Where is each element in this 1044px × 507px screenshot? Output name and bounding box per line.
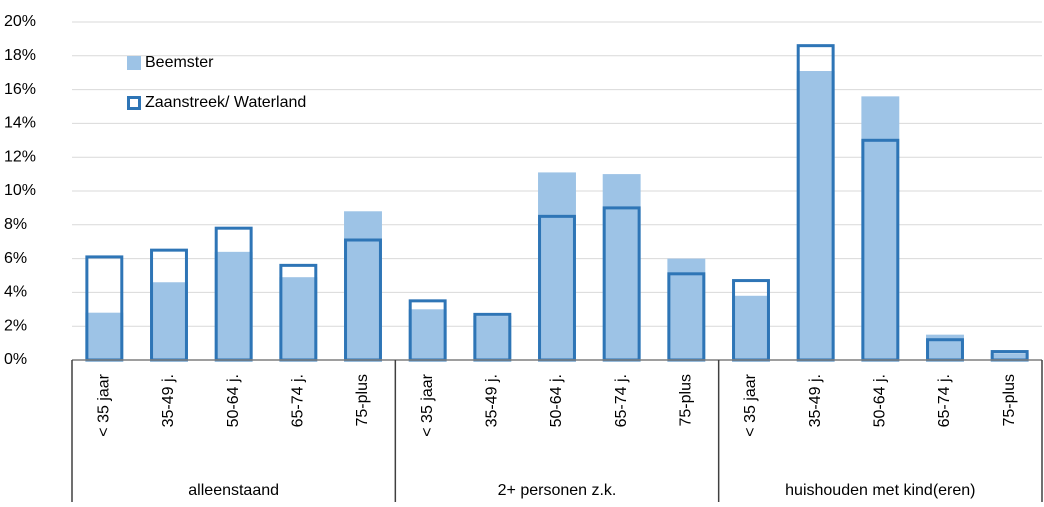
legend-label: Beemster	[145, 54, 214, 71]
group-label: 2+ personen z.k.	[498, 482, 617, 499]
x-tick-label: 65-74 j.	[290, 374, 307, 427]
bar	[732, 295, 770, 360]
legend-label: Zaanstreek/ Waterland	[145, 94, 306, 111]
legend-swatch	[127, 56, 141, 70]
x-tick-label: 65-74 j.	[936, 374, 953, 427]
x-tick-label: 75-plus	[678, 374, 695, 426]
bar	[861, 96, 900, 361]
x-tick-label: 75-plus	[354, 374, 371, 426]
group-label: alleenstaand	[188, 482, 279, 499]
x-tick-label: < 35 jaar	[96, 373, 113, 436]
y-tick-label: 4%	[4, 284, 27, 301]
bar	[667, 258, 706, 360]
x-tick-label: 65-74 j.	[613, 374, 630, 427]
legend-swatch	[127, 96, 141, 110]
y-tick-label: 18%	[4, 47, 36, 64]
bar	[344, 211, 382, 360]
bar	[796, 71, 835, 360]
y-tick-label: 14%	[4, 115, 36, 132]
x-tick-label: < 35 jaar	[742, 373, 759, 436]
y-tick-label: 20%	[4, 13, 36, 30]
x-tick-label: 50-64 j.	[872, 374, 889, 427]
x-tick-label: < 35 jaar	[419, 373, 436, 436]
y-tick-label: 12%	[4, 148, 36, 165]
bar	[150, 282, 188, 360]
bar	[85, 312, 124, 360]
bar	[990, 353, 1029, 360]
y-tick-label: 2%	[4, 317, 27, 334]
bar	[473, 316, 512, 360]
bar	[279, 277, 318, 360]
x-tick-label: 35-49 j.	[484, 374, 501, 427]
bar	[602, 174, 641, 360]
bar	[408, 309, 447, 360]
x-tick-label: 35-49 j.	[160, 374, 177, 427]
y-tick-label: 6%	[4, 250, 27, 267]
bar	[538, 172, 576, 360]
group-label: huishouden met kind(eren)	[785, 482, 975, 499]
y-tick-label: 10%	[4, 182, 36, 199]
y-tick-label: 16%	[4, 81, 36, 98]
x-tick-label: 35-49 j.	[807, 374, 824, 427]
x-tick-label: 50-64 j.	[548, 374, 565, 427]
x-tick-label: 50-64 j.	[225, 374, 242, 427]
x-tick-label: 75-plus	[1001, 374, 1018, 426]
y-tick-label: 8%	[4, 216, 27, 233]
bar	[214, 251, 253, 360]
y-tick-label: 0%	[4, 351, 27, 368]
